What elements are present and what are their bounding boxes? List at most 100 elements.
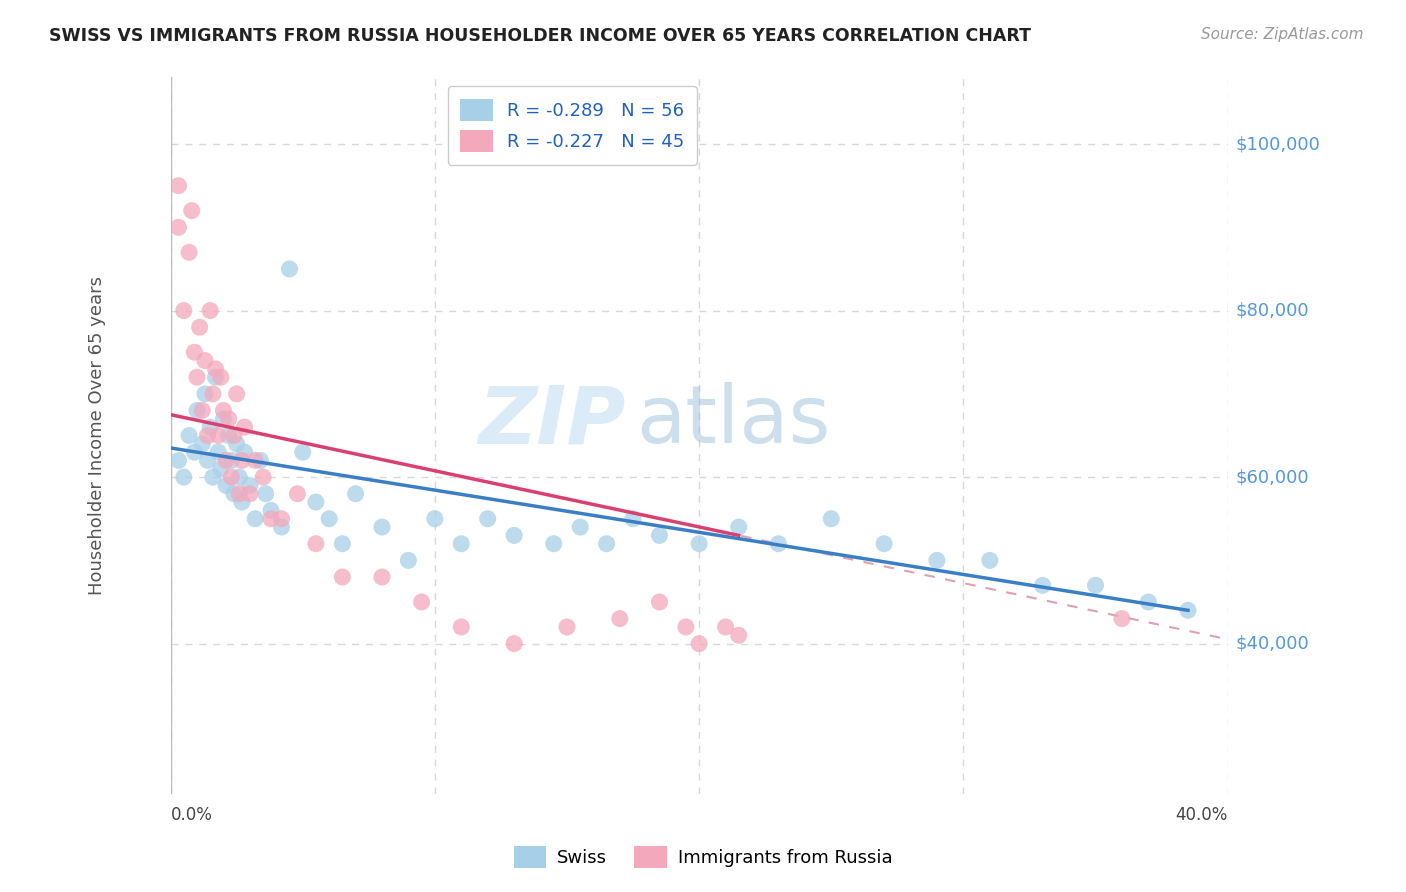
Point bbox=[207, 428, 229, 442]
Point bbox=[287, 487, 309, 501]
Text: 0.0%: 0.0% bbox=[170, 806, 212, 824]
Point bbox=[212, 403, 235, 417]
Point bbox=[221, 453, 243, 467]
Point bbox=[191, 437, 214, 451]
Point bbox=[167, 220, 190, 235]
Point bbox=[186, 403, 208, 417]
Point bbox=[555, 620, 578, 634]
Text: $80,000: $80,000 bbox=[1236, 301, 1309, 319]
Point bbox=[768, 537, 790, 551]
Point bbox=[727, 520, 749, 534]
Point bbox=[204, 370, 226, 384]
Point bbox=[609, 612, 631, 626]
Text: ZIP: ZIP bbox=[478, 382, 626, 460]
Point bbox=[503, 528, 526, 542]
Point bbox=[209, 462, 232, 476]
Point bbox=[270, 520, 292, 534]
Point bbox=[543, 537, 565, 551]
Point bbox=[371, 570, 394, 584]
Point bbox=[177, 428, 200, 442]
Point bbox=[209, 370, 232, 384]
Point bbox=[243, 512, 266, 526]
Point bbox=[252, 470, 274, 484]
Point bbox=[201, 470, 224, 484]
Point bbox=[396, 553, 419, 567]
Point bbox=[186, 370, 208, 384]
Legend: R = -0.289   N = 56, R = -0.227   N = 45: R = -0.289 N = 56, R = -0.227 N = 45 bbox=[447, 87, 697, 165]
Point bbox=[291, 445, 314, 459]
Point bbox=[233, 420, 256, 434]
Point bbox=[477, 512, 499, 526]
Point bbox=[167, 178, 190, 193]
Point bbox=[201, 387, 224, 401]
Text: Source: ZipAtlas.com: Source: ZipAtlas.com bbox=[1201, 27, 1364, 42]
Point bbox=[191, 403, 214, 417]
Point bbox=[194, 353, 217, 368]
Point bbox=[200, 420, 222, 434]
Point bbox=[688, 637, 710, 651]
Point bbox=[212, 412, 235, 426]
Point bbox=[569, 520, 592, 534]
Point bbox=[318, 512, 340, 526]
Point bbox=[278, 262, 301, 277]
Point bbox=[1032, 578, 1054, 592]
Point bbox=[200, 303, 222, 318]
Point bbox=[231, 495, 253, 509]
Point bbox=[260, 503, 283, 517]
Point bbox=[215, 453, 238, 467]
Point bbox=[727, 628, 749, 642]
Text: SWISS VS IMMIGRANTS FROM RUSSIA HOUSEHOLDER INCOME OVER 65 YEARS CORRELATION CHA: SWISS VS IMMIGRANTS FROM RUSSIA HOUSEHOL… bbox=[49, 27, 1031, 45]
Point bbox=[925, 553, 948, 567]
Point bbox=[197, 453, 219, 467]
Point bbox=[621, 512, 644, 526]
Point bbox=[1111, 612, 1133, 626]
Point bbox=[1177, 603, 1199, 617]
Point bbox=[222, 487, 245, 501]
Point bbox=[183, 345, 205, 359]
Text: atlas: atlas bbox=[636, 382, 830, 460]
Point bbox=[218, 412, 240, 426]
Point bbox=[979, 553, 1001, 567]
Text: 40.0%: 40.0% bbox=[1175, 806, 1227, 824]
Point bbox=[675, 620, 697, 634]
Point bbox=[218, 428, 240, 442]
Point bbox=[173, 470, 195, 484]
Point bbox=[239, 478, 262, 492]
Point bbox=[330, 570, 353, 584]
Point bbox=[820, 512, 842, 526]
Point bbox=[183, 445, 205, 459]
Point bbox=[228, 470, 250, 484]
Text: $100,000: $100,000 bbox=[1236, 135, 1320, 153]
Point bbox=[1137, 595, 1160, 609]
Point bbox=[225, 437, 247, 451]
Point bbox=[648, 595, 671, 609]
Point bbox=[249, 453, 271, 467]
Point bbox=[450, 620, 472, 634]
Point bbox=[688, 537, 710, 551]
Point bbox=[873, 537, 896, 551]
Point bbox=[595, 537, 617, 551]
Point bbox=[231, 453, 253, 467]
Point bbox=[423, 512, 446, 526]
Point bbox=[188, 320, 211, 334]
Point bbox=[228, 487, 250, 501]
Point bbox=[260, 512, 283, 526]
Point bbox=[233, 445, 256, 459]
Point bbox=[167, 453, 190, 467]
Point bbox=[194, 387, 217, 401]
Point bbox=[503, 637, 526, 651]
Text: $40,000: $40,000 bbox=[1236, 634, 1309, 653]
Point bbox=[180, 203, 202, 218]
Legend: Swiss, Immigrants from Russia: Swiss, Immigrants from Russia bbox=[503, 835, 903, 879]
Point bbox=[305, 495, 328, 509]
Point bbox=[305, 537, 328, 551]
Point bbox=[197, 428, 219, 442]
Point bbox=[1084, 578, 1107, 592]
Point bbox=[411, 595, 433, 609]
Point bbox=[648, 528, 671, 542]
Point bbox=[221, 470, 243, 484]
Point bbox=[177, 245, 200, 260]
Point bbox=[371, 520, 394, 534]
Point bbox=[243, 453, 266, 467]
Point bbox=[450, 537, 472, 551]
